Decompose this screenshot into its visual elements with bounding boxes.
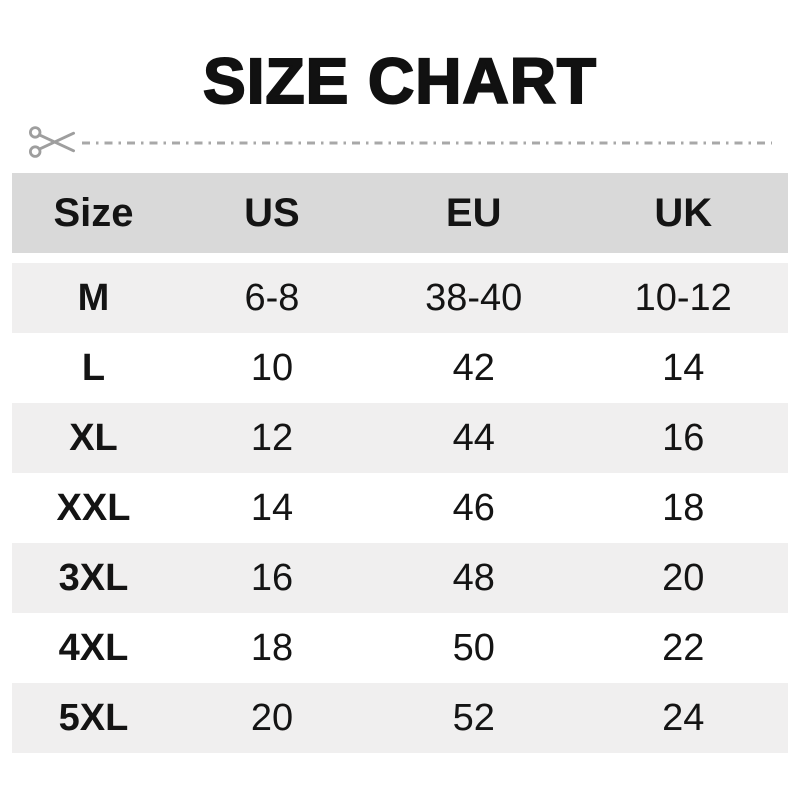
size-table: Size US EU UK M 6-8 38-40 10-12 L 10 42 … [12, 173, 788, 753]
us-value: 6-8 [244, 276, 300, 319]
us-value: 20 [250, 696, 294, 739]
table-header-row: Size US EU UK [12, 173, 788, 253]
us-value: 10 [250, 346, 294, 389]
uk-value: 10-12 [634, 276, 732, 319]
uk-value: 16 [662, 416, 705, 459]
uk-value: 18 [662, 486, 705, 529]
size-label: 3XL [58, 556, 129, 599]
table-row-l: L 10 42 14 [12, 333, 788, 403]
uk-value: 20 [662, 556, 705, 599]
cut-line [0, 120, 800, 166]
size-label: L [81, 346, 106, 389]
eu-value: 48 [452, 556, 495, 599]
us-value: 18 [250, 626, 294, 669]
column-header-us: US [244, 190, 300, 235]
page-title: SIZE CHART [202, 45, 597, 117]
eu-value: 46 [452, 486, 495, 529]
uk-value: 24 [662, 696, 705, 739]
table-row-3xl: 3XL 16 48 20 [12, 543, 788, 613]
size-label: M [77, 276, 110, 319]
eu-value: 50 [452, 626, 495, 669]
scissors-icon [29, 126, 75, 158]
eu-value: 52 [452, 696, 495, 739]
column-header-eu: EU [445, 190, 502, 235]
table-row-5xl: 5XL 20 52 24 [12, 683, 788, 753]
us-value: 14 [250, 486, 294, 529]
size-label: 4XL [58, 626, 129, 669]
size-label: 5XL [58, 696, 129, 739]
uk-value: 22 [662, 626, 705, 669]
table-row-xxl: XXL 14 46 18 [12, 473, 788, 543]
column-header-uk: UK [654, 190, 713, 235]
size-label: XXL [56, 486, 131, 529]
eu-value: 42 [452, 346, 495, 389]
table-row-4xl: 4XL 18 50 22 [12, 613, 788, 683]
table-row-m: M 6-8 38-40 10-12 [12, 263, 788, 333]
column-header-size: Size [53, 190, 134, 235]
eu-value: 44 [452, 416, 495, 459]
table-row-xl: XL 12 44 16 [12, 403, 788, 473]
us-value: 12 [250, 416, 294, 459]
dashed-cut-line [82, 141, 772, 145]
us-value: 16 [250, 556, 294, 599]
uk-value: 14 [662, 346, 705, 389]
eu-value: 38-40 [425, 276, 523, 319]
size-label: XL [69, 416, 118, 459]
